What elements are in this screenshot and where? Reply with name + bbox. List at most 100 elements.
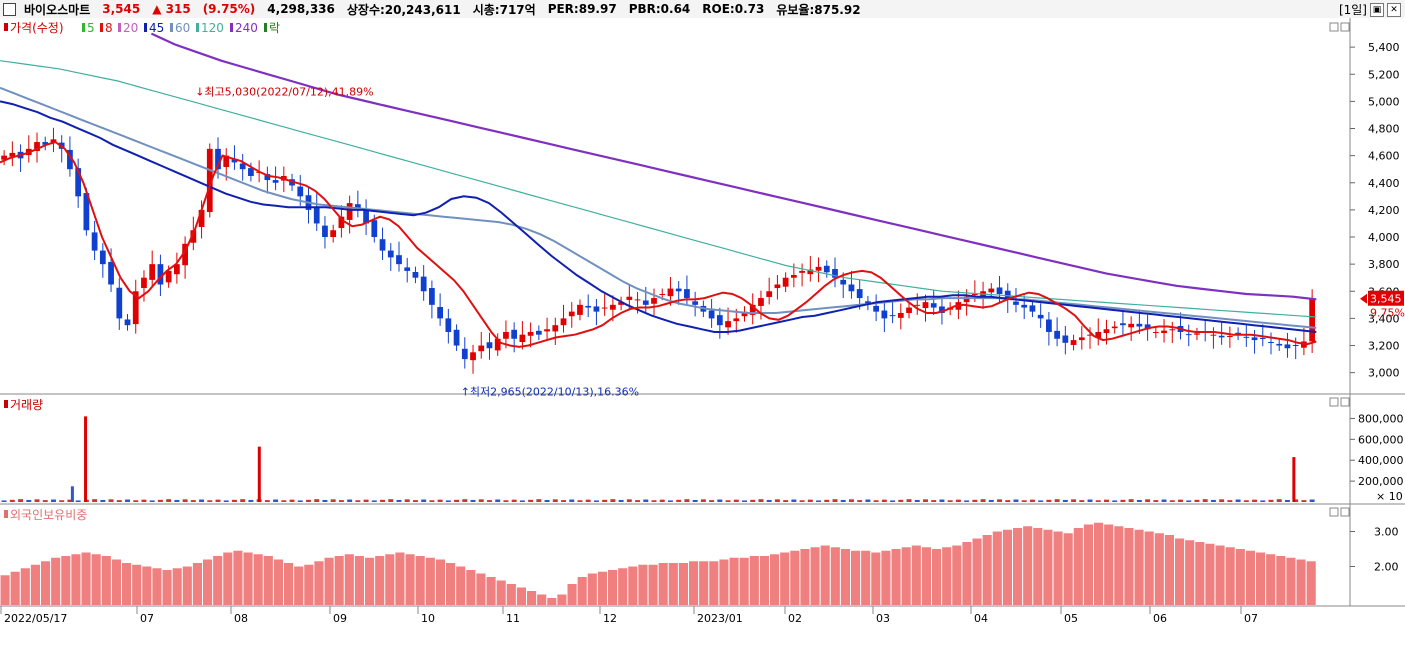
- volume-bar: [116, 500, 122, 502]
- candle-body: [437, 307, 444, 319]
- candle-body: [675, 288, 682, 292]
- foreign-bar: [972, 538, 982, 605]
- volume-unit-label: × 10: [1376, 490, 1403, 503]
- foreign-bar: [122, 563, 132, 605]
- candle-body: [50, 139, 57, 143]
- title-bar: 바이오스마트 3,545 ▲ 315 (9.75%) 4,298,336 상장수…: [0, 0, 1405, 19]
- foreign-bar: [101, 556, 111, 605]
- foreign-bar: [456, 566, 466, 605]
- market-cap: 시총:717억: [472, 2, 536, 17]
- candle-body: [749, 304, 756, 315]
- x-tick-label: 02: [788, 612, 802, 625]
- candle-body: [651, 298, 657, 304]
- volume-bar: [1219, 499, 1225, 502]
- volume-bar: [1284, 499, 1290, 502]
- volume-bar: [544, 499, 550, 502]
- foreign-bar: [527, 591, 537, 605]
- foreign-bar: [1306, 561, 1316, 605]
- candle-body: [1259, 337, 1266, 339]
- volume-tick-label: 800,000: [1358, 412, 1404, 425]
- foreign-bar: [1043, 529, 1053, 605]
- candle-body: [206, 148, 213, 213]
- volume-bar: [824, 499, 830, 502]
- foreign-tick-label: 2.00: [1374, 561, 1399, 574]
- candle-body: [461, 348, 468, 360]
- candle-body: [34, 142, 40, 152]
- foreign-bar: [1205, 543, 1215, 605]
- foreign-title: 외국인보유비중: [10, 508, 87, 522]
- maximize-icon[interactable]: ▣: [1370, 2, 1384, 17]
- foreign-bar: [354, 556, 364, 605]
- volume-bar: [396, 499, 402, 502]
- foreign-bar: [881, 550, 891, 605]
- foreign-bar: [304, 564, 314, 605]
- volume-bar: [1268, 499, 1274, 502]
- candle-body: [429, 288, 435, 305]
- volume-bar: [503, 500, 509, 502]
- price-tick-label: 5,200: [1368, 68, 1400, 81]
- volume-tick-label: 200,000: [1358, 475, 1404, 488]
- float-ratio: 유보율:875.92: [776, 2, 861, 17]
- candle-body: [42, 142, 49, 145]
- candle-body: [124, 319, 131, 326]
- candle-body: [552, 325, 559, 332]
- foreign-bar: [1094, 522, 1104, 605]
- foreign-bar: [749, 556, 759, 605]
- volume-bar: [799, 500, 805, 502]
- candle-body: [1029, 305, 1036, 312]
- volume-bar: [1120, 499, 1126, 502]
- volume-bar: [791, 499, 797, 502]
- volume-bar: [1194, 499, 1200, 502]
- volume-spike-bar: [257, 446, 261, 502]
- volume-bar: [881, 499, 887, 502]
- price-tick-label: 5,400: [1368, 41, 1400, 54]
- candle-body: [116, 287, 123, 319]
- close-icon[interactable]: ✕: [1387, 2, 1401, 17]
- volume-bar: [1227, 500, 1233, 502]
- candle-body: [609, 304, 616, 310]
- volume-bar: [231, 499, 237, 502]
- roe-value: ROE:0.73: [702, 2, 765, 16]
- legend-extra-marker: [264, 23, 267, 32]
- volume-spike-bar: [70, 486, 74, 502]
- volume-bar: [470, 499, 476, 502]
- volume-bar: [964, 500, 970, 502]
- volume-bar: [462, 499, 468, 502]
- candle-body: [1128, 323, 1135, 328]
- volume-bar: [709, 500, 715, 502]
- candle-body: [264, 174, 271, 181]
- candle-body: [157, 264, 164, 285]
- ma120-line: [0, 60, 1317, 318]
- candle-body: [568, 311, 575, 317]
- volume-bar: [199, 499, 205, 502]
- candle-body: [1161, 330, 1167, 334]
- candle-body: [601, 307, 608, 309]
- period-selector[interactable]: [1일]: [1338, 3, 1367, 17]
- volume-bar: [355, 500, 361, 502]
- volume-bar: [363, 499, 369, 502]
- foreign-bar: [51, 557, 61, 605]
- volume-bar: [190, 500, 196, 502]
- select-checkbox[interactable]: [3, 2, 16, 16]
- candle-body: [560, 318, 567, 326]
- candle-body: [1144, 324, 1151, 330]
- price-tick-label: 3,000: [1368, 367, 1400, 380]
- candle-body: [840, 279, 847, 285]
- stock-name: 바이오스마트: [24, 2, 91, 17]
- volume-bars: [1, 416, 1315, 502]
- volume-bar: [906, 499, 912, 502]
- foreign-bar: [111, 559, 121, 605]
- candle-body: [527, 331, 534, 336]
- candle-body: [338, 216, 345, 229]
- volume-bar: [412, 500, 418, 502]
- foreign-bar: [1073, 528, 1083, 605]
- stock-chart[interactable]: 3,0003,2003,4003,6003,8004,0004,2004,400…: [0, 18, 1405, 648]
- foreign-bar: [496, 580, 506, 605]
- foreign-bar: [699, 561, 709, 605]
- candle-body: [799, 270, 805, 273]
- candle-body: [939, 306, 945, 313]
- last-price-arrow: [1360, 293, 1367, 304]
- candle-body: [1062, 335, 1069, 343]
- foreign-bar: [152, 568, 162, 605]
- volume-bar: [988, 499, 994, 502]
